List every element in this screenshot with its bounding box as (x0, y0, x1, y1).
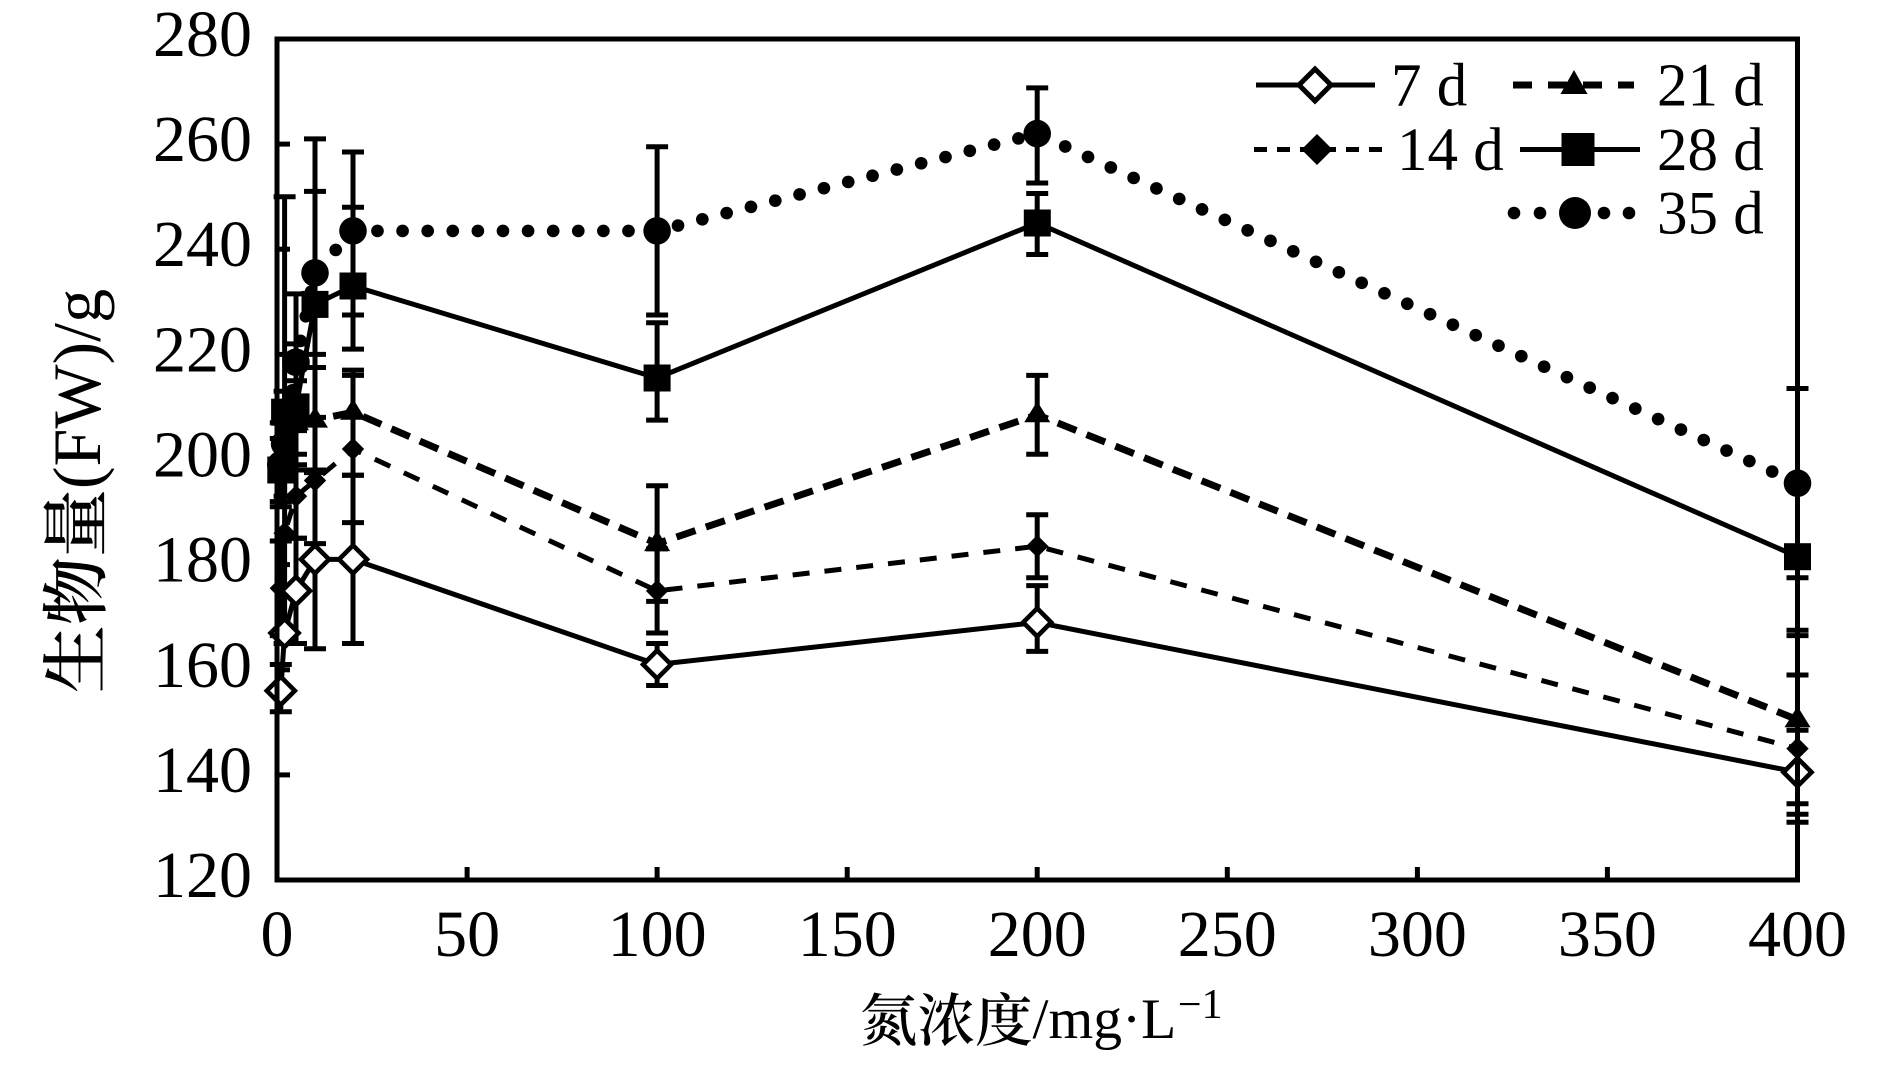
svg-text:200: 200 (988, 898, 1087, 971)
svg-text:(FW)/g: (FW)/g (39, 289, 115, 489)
svg-text:180: 180 (153, 524, 252, 597)
svg-text:160: 160 (153, 629, 252, 702)
svg-text:300: 300 (1368, 898, 1467, 971)
svg-text:120: 120 (153, 839, 252, 912)
svg-text:240: 240 (153, 208, 252, 281)
svg-text:35 d: 35 d (1657, 181, 1764, 248)
svg-text:260: 260 (153, 103, 252, 176)
svg-text:50: 50 (434, 898, 500, 971)
svg-text:7 d: 7 d (1391, 53, 1467, 120)
svg-text:400: 400 (1748, 898, 1847, 971)
svg-text:21 d: 21 d (1657, 53, 1764, 120)
svg-text:200: 200 (153, 419, 252, 492)
svg-text:140: 140 (153, 734, 252, 807)
svg-text:350: 350 (1558, 898, 1657, 971)
svg-text:150: 150 (798, 898, 897, 971)
svg-text:0: 0 (261, 898, 294, 971)
svg-text:14 d: 14 d (1397, 117, 1504, 184)
svg-text:280: 280 (153, 0, 252, 71)
svg-text:−1: −1 (1178, 982, 1223, 1028)
svg-text:100: 100 (608, 898, 707, 971)
svg-text:220: 220 (153, 313, 252, 386)
svg-text:/mg·L: /mg·L (1033, 988, 1177, 1051)
svg-text:28 d: 28 d (1657, 117, 1764, 184)
svg-text:250: 250 (1178, 898, 1277, 971)
